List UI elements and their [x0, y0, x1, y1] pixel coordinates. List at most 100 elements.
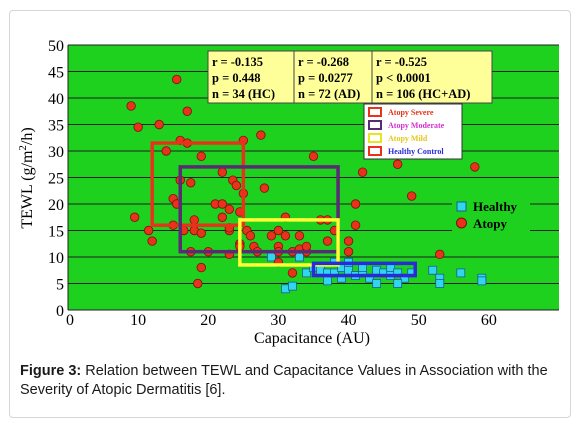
point-atopy	[133, 122, 143, 132]
point-atopy	[217, 167, 228, 177]
point-atopy	[196, 151, 206, 162]
y-axis-label-post: /h)	[19, 127, 36, 145]
point-atopy	[143, 225, 154, 236]
stats-box: r = -0.135 p = 0.448 n = 34 (HC) r = -0.…	[207, 50, 493, 104]
point-atopy	[196, 262, 206, 273]
point-atopy	[224, 204, 235, 215]
point-atopy	[322, 236, 333, 246]
stat-all-p: p < 0.0001	[376, 71, 431, 85]
point-atopy	[259, 183, 270, 193]
y-axis-label-pre: TEWL (g/m	[19, 150, 36, 229]
data-points	[126, 74, 487, 294]
point-healthy	[393, 279, 403, 288]
x-tick-label: 60	[481, 312, 497, 329]
point-atopy	[287, 268, 298, 278]
severity-legend-swatch-severe	[368, 107, 382, 117]
point-atopy	[182, 106, 192, 116]
point-atopy	[256, 130, 266, 140]
region-atopy-mild	[238, 218, 340, 267]
y-tick-label: 20	[48, 197, 64, 214]
point-healthy	[302, 268, 311, 278]
stat-all-n: n = 106 (HC+AD)	[376, 87, 470, 101]
y-tick-label: 15	[48, 224, 64, 241]
severity-legend-swatch-moderate	[368, 120, 382, 130]
point-atopy	[154, 119, 164, 130]
x-tick-label: 10	[130, 312, 146, 329]
y-tick-label: 30	[48, 144, 64, 161]
figure-caption: Figure 3: Relation between TEWL and Capa…	[20, 362, 560, 400]
point-atopy	[217, 199, 228, 209]
point-atopy	[186, 178, 196, 188]
point-healthy	[372, 279, 382, 288]
stat-ad-r: r = -0.268	[298, 55, 349, 69]
point-atopy	[350, 220, 361, 230]
y-ticks: 0 5 10 15 20 25 30 35 40 45 50	[48, 38, 64, 320]
point-healthy	[323, 276, 332, 286]
point-atopy	[470, 162, 480, 172]
point-healthy	[428, 265, 438, 275]
y-tick-label: 40	[48, 91, 64, 108]
point-atopy	[126, 101, 136, 111]
x-tick-label: 40	[341, 312, 357, 329]
x-ticks: 0 10 20 30 40 50 60	[66, 312, 497, 329]
point-atopy	[343, 246, 354, 257]
point-atopy	[392, 159, 403, 169]
region-atopy-moderate	[178, 165, 340, 254]
x-tick-label: 50	[411, 312, 427, 329]
severity-legend: Atopy Severe Atopy Moderate Atopy Mild H…	[363, 103, 463, 160]
chart: 0 5 10 15 20 25 30 35 40 45 50 0 10 20 30 40 50 60 TEWL …	[17, 38, 559, 347]
point-healthy	[456, 268, 466, 278]
x-axis-label: Capacitance (AU)	[254, 330, 370, 347]
point-atopy	[273, 225, 284, 236]
stat-ad-n: n = 72 (AD)	[298, 87, 360, 101]
point-healthy	[295, 252, 304, 262]
point-atopy	[196, 228, 206, 238]
point-healthy	[477, 276, 487, 286]
severity-legend-swatch-mild	[368, 133, 382, 143]
y-tick-label: 10	[48, 250, 64, 267]
stat-hc-p: p = 0.448	[212, 71, 260, 85]
point-atopy	[294, 231, 305, 241]
point-atopy	[266, 231, 277, 241]
point-atopy	[357, 167, 368, 177]
stat-hc-r: r = -0.135	[212, 55, 263, 69]
point-atopy	[231, 180, 242, 191]
stats-box-bg	[207, 50, 493, 104]
point-atopy	[308, 151, 319, 162]
caption-label: Figure 3:	[20, 363, 82, 379]
point-atopy	[193, 278, 203, 289]
point-atopy	[245, 231, 256, 241]
stat-hc-n: n = 34 (HC)	[212, 87, 275, 101]
point-healthy	[288, 281, 297, 291]
region-healthy-control	[311, 261, 417, 278]
point-atopy	[129, 212, 140, 222]
severity-legend-label-healthy: Healthy Control	[388, 147, 444, 156]
severity-legend-swatch-healthy	[368, 146, 382, 156]
region-atopy-severe	[150, 141, 246, 227]
point-healthy	[435, 279, 445, 288]
stat-all-r: r = -0.525	[376, 55, 427, 69]
point-atopy	[147, 236, 157, 246]
point-atopy	[172, 74, 182, 85]
legend-label-healthy: Healthy	[473, 199, 518, 214]
stat-ad-p: p = 0.0277	[298, 71, 353, 85]
x-tick-label: 30	[270, 312, 286, 329]
y-tick-label: 45	[48, 65, 64, 82]
point-healthy	[267, 252, 276, 262]
x-tick-label: 20	[200, 312, 216, 329]
point-atopy	[435, 249, 445, 260]
point-atopy	[343, 236, 354, 246]
y-axis-label: TEWL (g/m2/h)	[17, 127, 36, 228]
y-axis-label-sup: 2	[17, 145, 29, 151]
point-atopy	[217, 212, 228, 222]
point-atopy	[161, 146, 171, 156]
legend-marker-healthy	[456, 201, 467, 212]
region-boxes	[150, 141, 417, 278]
point-atopy	[301, 241, 312, 252]
symbol-legend: Healthy Atopy	[452, 197, 530, 234]
y-tick-label: 25	[48, 171, 64, 188]
point-atopy	[280, 231, 291, 241]
x-tick-label: 0	[66, 312, 74, 329]
y-tick-label: 5	[56, 277, 64, 294]
y-tick-label: 0	[56, 303, 64, 320]
